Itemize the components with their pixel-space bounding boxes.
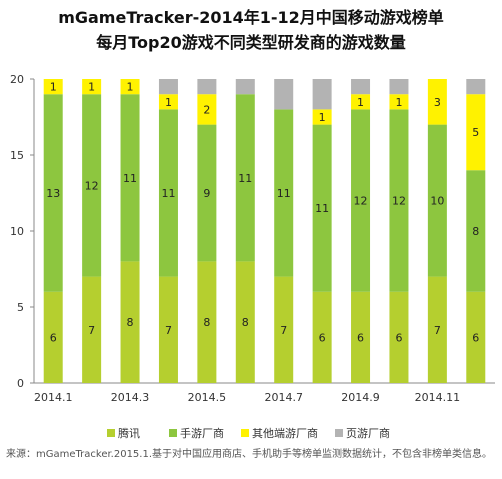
data-label: 9	[203, 187, 210, 200]
data-label: 5	[472, 126, 479, 139]
data-label: 11	[161, 187, 175, 200]
bar-segment	[120, 94, 140, 262]
bar-segment	[43, 79, 63, 95]
x-tick-label: 2014.7	[264, 391, 303, 404]
bar-segment	[197, 261, 217, 383]
bar-segment	[158, 276, 178, 383]
x-tick-label: 2014.1	[34, 391, 73, 404]
x-tick-label: 2014.11	[415, 391, 461, 404]
bar-segment	[158, 109, 178, 277]
bar-segment	[427, 79, 447, 125]
source-note: 来源：mGameTracker.2015.1.基于对中国应用商店、手机助手等榜单…	[6, 449, 493, 460]
data-label: 8	[242, 316, 249, 329]
stacked-bar-chart: 0510152061312014.1712181112014.371118922…	[10, 73, 495, 440]
bar-segment	[312, 291, 332, 383]
y-tick-label: 15	[10, 149, 24, 162]
x-tick-label: 2014.5	[188, 391, 227, 404]
y-tick-label: 20	[10, 73, 24, 86]
bar-segment	[43, 291, 63, 383]
legend-label: 手游厂商	[180, 426, 224, 440]
bar-segment	[427, 276, 447, 383]
data-label: 6	[472, 331, 479, 344]
data-label: 11	[277, 187, 291, 200]
bar-segment	[274, 79, 294, 110]
y-tick-label: 10	[10, 225, 24, 238]
bar-segment	[235, 79, 255, 95]
bar-segment	[197, 94, 217, 125]
bar-segment	[466, 79, 486, 95]
data-label: 1	[395, 96, 402, 109]
chart-title: mGameTracker-2014年1-12月中国移动游戏榜单	[58, 8, 444, 27]
data-label: 1	[127, 81, 134, 94]
bar-segment	[197, 79, 217, 95]
bar-segment	[82, 79, 102, 95]
bar-segment	[274, 276, 294, 383]
bar-segment	[312, 109, 332, 125]
data-label: 6	[50, 331, 57, 344]
data-label: 2	[203, 103, 210, 116]
data-label: 1	[88, 81, 95, 94]
bar-segment	[466, 291, 486, 383]
bar-segment	[43, 94, 63, 292]
bar-segment	[427, 124, 447, 277]
bar-segment	[351, 109, 371, 292]
data-label: 11	[123, 172, 137, 185]
x-tick-label: 2014.9	[341, 391, 380, 404]
data-label: 8	[472, 225, 479, 238]
data-label: 1	[357, 96, 364, 109]
bar-segment	[120, 79, 140, 95]
data-label: 12	[392, 195, 406, 208]
data-label: 7	[88, 324, 95, 337]
bar-segment	[389, 109, 409, 292]
data-label: 11	[238, 172, 252, 185]
y-tick-label: 0	[17, 377, 24, 390]
data-label: 12	[354, 195, 368, 208]
bar-segment	[82, 276, 102, 383]
bar-segment	[235, 261, 255, 383]
bar-segment	[158, 79, 178, 95]
data-label: 13	[46, 187, 60, 200]
legend-swatch	[107, 429, 115, 437]
bar-segment	[82, 94, 102, 277]
bar-segment	[120, 261, 140, 383]
legend-label: 页游厂商	[346, 426, 390, 440]
data-label: 6	[357, 331, 364, 344]
bar-segment	[351, 79, 371, 95]
legend-swatch	[169, 429, 177, 437]
data-label: 8	[203, 316, 210, 329]
data-label: 1	[50, 81, 57, 94]
data-label: 1	[165, 96, 172, 109]
bar-segment	[389, 79, 409, 95]
bar-segment	[312, 124, 332, 292]
data-label: 1	[319, 111, 326, 124]
chart-subtitle: 每月Top20游戏不同类型研发商的游戏数量	[96, 33, 406, 52]
legend-swatch	[241, 429, 249, 437]
bar-segment	[197, 124, 217, 262]
data-label: 7	[434, 324, 441, 337]
bar-segment	[235, 94, 255, 262]
bar-segment	[466, 170, 486, 292]
x-tick-label: 2014.3	[111, 391, 150, 404]
data-label: 6	[395, 331, 402, 344]
data-label: 10	[430, 195, 444, 208]
bar-segment	[389, 94, 409, 110]
legend-label: 腾讯	[118, 426, 140, 440]
data-label: 11	[315, 202, 329, 215]
data-label: 7	[280, 324, 287, 337]
legend-label: 其他端游厂商	[252, 426, 318, 440]
bar-segment	[466, 94, 486, 171]
data-label: 7	[165, 324, 172, 337]
bar-segment	[351, 94, 371, 110]
data-label: 8	[127, 316, 134, 329]
bar-segment	[158, 94, 178, 110]
bar-segment	[351, 291, 371, 383]
bar-segment	[312, 79, 332, 110]
bar-segment	[389, 291, 409, 383]
data-label: 6	[319, 331, 326, 344]
y-tick-label: 5	[17, 301, 24, 314]
legend-swatch	[335, 429, 343, 437]
data-label: 3	[434, 96, 441, 109]
data-label: 12	[85, 179, 99, 192]
bar-segment	[274, 109, 294, 277]
